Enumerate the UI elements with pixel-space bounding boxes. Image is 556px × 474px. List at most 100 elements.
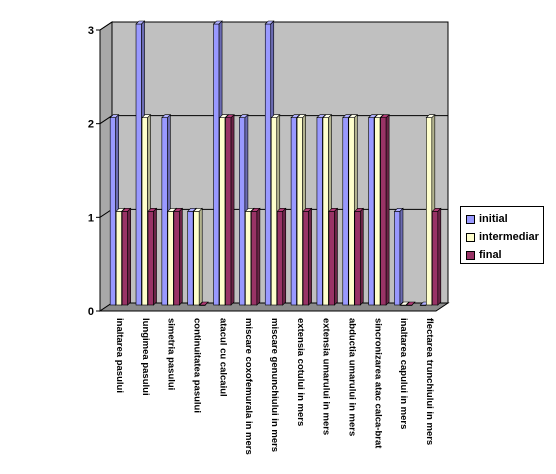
category-label: miscare genunchiului in mers: [269, 318, 280, 452]
bar-final: [224, 113, 235, 306]
gridline: [99, 21, 448, 31]
y-tick-label: 3: [88, 25, 94, 37]
bar-side: [230, 113, 235, 306]
bar-side: [179, 207, 183, 306]
bar-side: [437, 207, 442, 306]
bars: [109, 20, 442, 306]
y-axis-ticks: 0 1 2 3: [88, 25, 101, 318]
bar-side: [282, 207, 287, 306]
bar-side: [256, 207, 261, 306]
bar-final: [147, 207, 158, 306]
bar-front: [225, 117, 232, 306]
category-label: extensia umarului in mers: [321, 318, 332, 435]
legend-swatch-initial: [466, 214, 475, 224]
bar-side: [359, 207, 364, 306]
bar-front: [290, 117, 297, 306]
bar-front: [264, 23, 272, 306]
bar-final: [276, 207, 287, 306]
bar-final: [354, 207, 365, 306]
legend-swatch-intermediar: [466, 232, 475, 242]
bar-front: [173, 211, 180, 306]
bar-initial: [393, 207, 404, 306]
category-label: inaltarea capului in mers: [398, 318, 409, 429]
bar-side: [411, 301, 416, 306]
bar-front: [316, 117, 323, 306]
category-label: continuitatea pasului: [191, 318, 202, 413]
bar-front: [380, 117, 387, 306]
category-label: simetria pasului: [166, 318, 177, 390]
bar-intermediar: [399, 301, 410, 306]
bar-front: [342, 117, 349, 306]
category-label: lungimea pasului: [140, 318, 151, 396]
bar-front: [219, 117, 226, 306]
bar-side: [198, 207, 203, 306]
bar-final: [250, 207, 261, 306]
y-tick-label: 0: [88, 306, 94, 318]
legend-label-initial: initial: [479, 213, 508, 225]
bar-front: [374, 117, 381, 306]
category-labels: inaltarea pasului lungimea pasului simetri…: [114, 318, 435, 455]
legend-label-intermediar: intermediar: [479, 231, 539, 243]
bar-front: [302, 211, 309, 306]
bar-side: [204, 301, 209, 306]
legend-item-final: final: [466, 246, 543, 264]
bar-side: [385, 113, 390, 306]
category-label: atacul cu calcaiul: [217, 318, 228, 397]
y-tick-label: 1: [88, 212, 94, 224]
bar-side: [308, 207, 312, 306]
category-label: extensia cotului in mers: [295, 318, 306, 426]
category-label: inaltarea pasului: [114, 318, 125, 393]
bar-front: [432, 211, 439, 306]
bar-side: [405, 301, 410, 306]
bar-side: [399, 207, 404, 306]
floor: [98, 302, 450, 312]
category-label: abductia umarului in mers: [347, 318, 358, 436]
bar-final: [198, 301, 209, 306]
category-label: flectarea trunchiului in mers: [424, 318, 435, 445]
bar-front: [251, 211, 258, 306]
bar-final: [302, 207, 313, 306]
bar-front: [147, 211, 154, 306]
bar-front: [161, 117, 168, 306]
legend-label-final: final: [479, 249, 502, 261]
bar-front: [296, 117, 303, 306]
category-label: miscare coxofemurala in mers: [243, 318, 254, 455]
bar-final: [121, 207, 132, 306]
bar-final: [431, 207, 442, 306]
bar-front: [328, 211, 335, 306]
bar-front: [394, 211, 401, 306]
bar-front: [239, 117, 246, 306]
bar-intermediar: [192, 207, 203, 306]
legend-item-intermediar: intermediar: [466, 228, 543, 246]
bar-front: [322, 117, 329, 306]
bar-front: [109, 117, 116, 306]
bar-side: [127, 207, 131, 306]
bar-front: [193, 211, 200, 306]
bar-side: [334, 207, 338, 306]
bar-front: [167, 211, 174, 306]
bar-front: [121, 211, 128, 306]
bar-front: [115, 211, 122, 306]
bar-side: [153, 207, 157, 306]
bar-front: [276, 211, 284, 306]
bar-final: [405, 301, 416, 306]
bar-front: [213, 23, 220, 306]
bar-front: [348, 117, 355, 306]
legend-item-initial: initial: [466, 210, 543, 228]
bar-front: [135, 23, 142, 306]
bar-final: [379, 113, 390, 306]
bar-final: [173, 207, 184, 306]
legend-swatch-final: [466, 250, 475, 260]
legend: initial intermediar final: [460, 206, 544, 264]
category-label: sincronizarea atac calca-brat: [372, 318, 383, 449]
bar-front: [187, 211, 194, 306]
bar-front: [270, 117, 278, 306]
bar-front: [245, 211, 252, 306]
bar-front: [426, 117, 433, 306]
y-tick-label: 2: [88, 119, 94, 131]
bar-front: [354, 211, 361, 306]
bar-front: [368, 117, 375, 306]
bar-final: [328, 207, 339, 306]
bar-front: [141, 117, 148, 306]
